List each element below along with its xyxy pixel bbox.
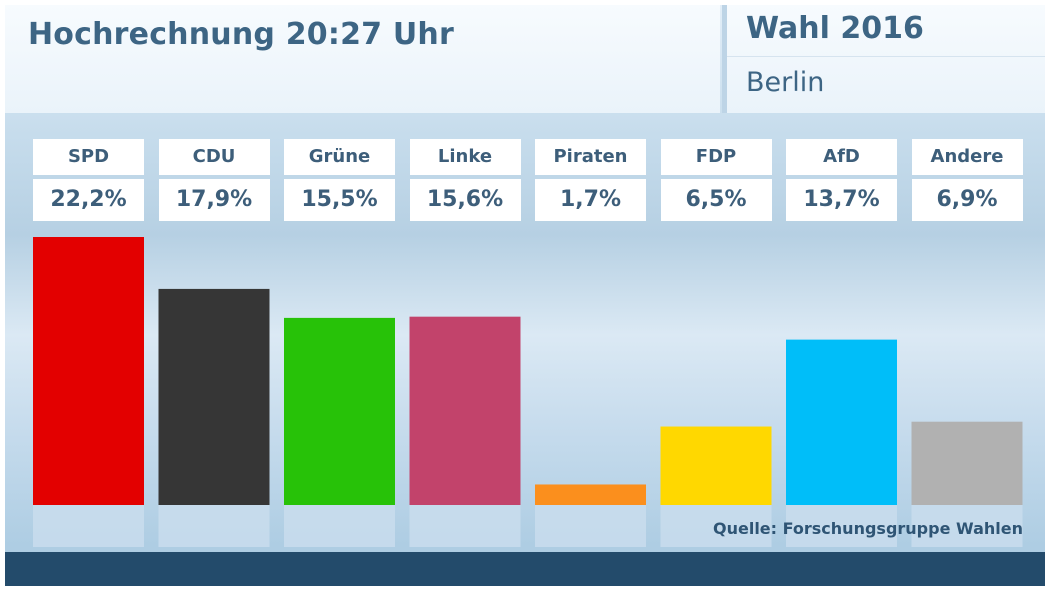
party-value-linke: 15,6% xyxy=(409,179,521,221)
chart-title: Hochrechnung 20:27 Uhr xyxy=(28,17,454,52)
bar-fdp xyxy=(660,426,772,505)
bar-reflection-andere xyxy=(911,505,1023,547)
bar-reflection-afd xyxy=(786,505,897,547)
bar-reflection-grüne xyxy=(284,505,395,547)
header-info-panel xyxy=(727,5,1045,113)
party-value-spd: 22,2% xyxy=(33,179,144,221)
bar-spd xyxy=(33,237,144,505)
bar-reflection-cdu xyxy=(158,505,270,547)
election-title: Wahl 2016 xyxy=(746,11,924,46)
bar-afd xyxy=(786,339,897,505)
party-name-piraten: Piraten xyxy=(535,139,646,175)
party-name-afd: AfD xyxy=(786,139,897,175)
party-name-fdp: FDP xyxy=(660,139,772,175)
chart-frame: Hochrechnung 20:27 Uhr Wahl 2016 Berlin … xyxy=(5,5,1045,586)
region-name: Berlin xyxy=(746,67,825,98)
party-name-grüne: Grüne xyxy=(284,139,395,175)
bar-linke xyxy=(409,316,521,505)
bar-chart xyxy=(33,237,1023,547)
party-name-spd: SPD xyxy=(33,139,144,175)
party-value-fdp: 6,5% xyxy=(660,179,772,221)
party-name-cdu: CDU xyxy=(158,139,270,175)
party-name-andere: Andere xyxy=(911,139,1023,175)
header-info-rule xyxy=(727,56,1045,57)
bar-reflection-spd xyxy=(33,505,144,547)
party-value-andere: 6,9% xyxy=(911,179,1023,221)
bar-cdu xyxy=(158,288,270,505)
bar-andere xyxy=(911,421,1023,505)
party-value-piraten: 1,7% xyxy=(535,179,646,221)
party-value-grüne: 15,5% xyxy=(284,179,395,221)
bar-reflection-piraten xyxy=(535,505,646,547)
header-divider xyxy=(722,5,727,113)
bar-reflection-fdp xyxy=(660,505,772,547)
bar-grüne xyxy=(284,317,395,505)
source-note: Quelle: Forschungsgruppe Wahlen xyxy=(712,519,1023,538)
bar-reflection-linke xyxy=(409,505,521,547)
party-name-linke: Linke xyxy=(409,139,521,175)
footer-bar xyxy=(5,552,1045,586)
header-title-panel xyxy=(5,5,720,113)
bar-piraten xyxy=(535,484,646,505)
party-value-afd: 13,7% xyxy=(786,179,897,221)
party-value-cdu: 17,9% xyxy=(158,179,270,221)
